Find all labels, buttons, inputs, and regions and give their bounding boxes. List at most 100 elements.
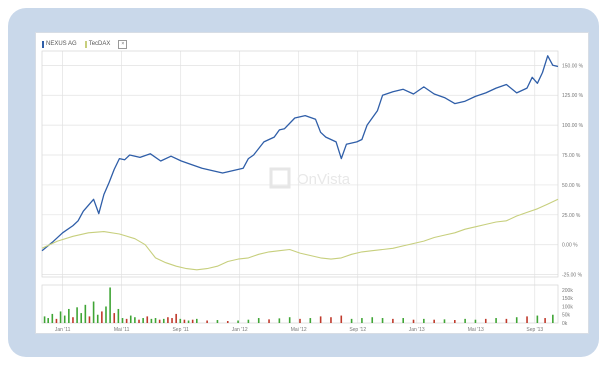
legend-swatch-tecdax — [84, 40, 87, 48]
volume-bar — [381, 318, 384, 323]
volume-bar — [167, 317, 169, 323]
chart-svg: 150.00 % 125.00 % 100.00 % 75.00 % 50.00 % 25… — [41, 50, 584, 333]
volume-bar — [187, 320, 190, 323]
y-tick-label: -25.00 % — [562, 273, 583, 279]
volume-bar — [412, 319, 415, 323]
volume-bar — [319, 316, 322, 323]
legend-label-nexus: NEXUS AG — [46, 41, 77, 47]
volume-bar — [72, 317, 74, 323]
x-tick-label: Sep '13 — [526, 327, 543, 333]
volume-bar — [464, 318, 466, 323]
volume-bar — [268, 319, 270, 323]
volume-bar — [43, 316, 46, 323]
y-tick-label: 150.00 % — [562, 63, 584, 69]
volume-bar — [257, 318, 260, 323]
volume-bar — [495, 318, 497, 323]
tecdax-line — [41, 198, 559, 271]
volume-bar — [171, 318, 173, 323]
plot-border — [41, 50, 559, 278]
volume-bar — [47, 318, 49, 323]
volume-tick-label: 0k — [562, 321, 568, 327]
volume-bar — [526, 316, 528, 323]
volume-bar — [113, 313, 116, 323]
close-icon[interactable]: × — [118, 39, 128, 49]
legend-item-nexus[interactable]: NEXUS AG — [42, 40, 77, 48]
volume-bar — [84, 304, 87, 323]
volume-bar — [226, 321, 229, 323]
volume-bar — [59, 311, 62, 323]
y-tick-label: 100.00 % — [562, 123, 584, 129]
volume-bar — [162, 318, 165, 323]
volume-bar — [96, 314, 99, 323]
volume-bar — [92, 301, 95, 323]
volume-bar — [179, 318, 182, 323]
volume-bar — [175, 313, 177, 323]
watermark-text: OnVista — [297, 171, 351, 188]
volume-bar — [146, 316, 149, 323]
volume-bar — [129, 315, 132, 323]
x-tick-label: Sep '12 — [349, 327, 366, 333]
volume-bar — [216, 320, 219, 323]
volume-bar — [371, 317, 374, 323]
volume-bar — [423, 318, 425, 323]
volume-bar — [544, 318, 546, 323]
volume-bar — [183, 319, 186, 323]
x-tick-label: Jan '13 — [409, 327, 425, 333]
volume-bar — [402, 318, 404, 323]
volume-bar — [125, 318, 128, 323]
volume-bar — [278, 318, 281, 323]
x-tick-label: Mai '13 — [468, 327, 484, 333]
volume-bar — [443, 319, 446, 323]
x-tick-label: Sep '11 — [172, 327, 189, 333]
volume-bar — [121, 318, 124, 323]
y-tick-label: 0.00 % — [562, 243, 578, 249]
volume-bar — [134, 317, 136, 323]
volume-tick-label: 150k — [562, 296, 573, 302]
legend-label-tecdax: TecDAX — [88, 41, 111, 47]
volume-bar — [536, 315, 539, 323]
legend-item-tecdax[interactable]: TecDAX — [84, 40, 111, 48]
volume-bar — [138, 319, 140, 323]
volume-bar — [150, 318, 153, 323]
volume-bar — [484, 318, 487, 323]
volume-bar — [51, 313, 54, 323]
volume-bar — [206, 320, 208, 323]
volume-bar — [361, 318, 363, 323]
volume-tick-label: 100k — [562, 304, 573, 310]
y-tick-label: 75.00 % — [562, 153, 581, 159]
volume-bar — [433, 319, 435, 323]
page-frame: NEXUS AG TecDAX × 150.00 % 125.00 % 100.00… — [8, 8, 599, 357]
volume-bar — [191, 319, 194, 323]
volume-bar — [55, 318, 58, 323]
volume-bar — [288, 317, 291, 323]
volume-bar — [392, 318, 394, 323]
onvista-logo-icon — [269, 167, 291, 189]
volume-bar — [63, 315, 66, 323]
volume-bar — [196, 318, 198, 323]
volume-bar — [76, 307, 78, 323]
volume-bar — [515, 317, 518, 323]
volume-bar — [117, 308, 120, 323]
volume-border — [41, 284, 559, 324]
x-tick-label: Jan '11 — [55, 327, 71, 333]
legend-swatch-nexus — [42, 40, 44, 48]
volume-bar — [350, 318, 353, 323]
volume-bar — [101, 311, 103, 323]
volume-bar — [88, 316, 91, 323]
volume-bar — [309, 318, 312, 323]
chart-legend: NEXUS AG TecDAX × — [42, 38, 128, 50]
volume-bar — [237, 320, 239, 323]
volume-bar — [68, 308, 70, 323]
y-tick-label: 25.00 % — [562, 213, 581, 219]
volume-bar — [80, 313, 83, 323]
volume-bar — [247, 319, 250, 323]
volume-bar — [105, 306, 107, 323]
x-tick-label: Mai '12 — [291, 327, 307, 333]
volume-bar — [158, 319, 161, 323]
volume-bar — [474, 319, 477, 323]
volume-bar — [154, 318, 157, 323]
volume-bar — [454, 320, 456, 323]
volume-bar — [505, 318, 508, 323]
x-tick-label: Mai '11 — [114, 327, 130, 333]
volume-bar — [330, 317, 332, 323]
